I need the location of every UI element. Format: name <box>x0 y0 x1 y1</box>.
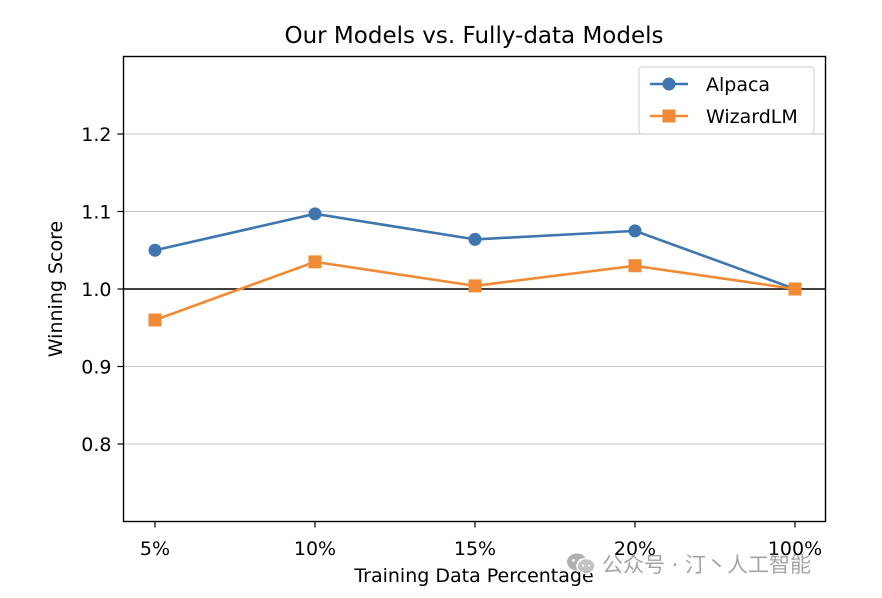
y-tick-label: 1.1 <box>81 202 111 224</box>
data-point-wizardlm <box>468 279 482 293</box>
data-point-wizardlm <box>308 255 322 269</box>
legend-label-wizardlm: WizardLM <box>706 106 798 128</box>
y-tick-label: 0.9 <box>81 357 111 379</box>
x-tick-label: 100% <box>768 538 822 560</box>
legend-marker-alpaca <box>662 77 676 91</box>
x-tick-label: 5% <box>140 538 170 560</box>
data-point-alpaca <box>628 224 642 238</box>
data-point-alpaca <box>308 207 322 221</box>
legend: Alpaca WizardLM <box>638 66 815 135</box>
x-tick-label: 10% <box>294 538 336 560</box>
legend-marker-wizardlm <box>662 109 676 123</box>
y-tick-label: 1.0 <box>81 279 111 301</box>
watermark-text: 公众号 · 汀丶人工智能 <box>602 553 812 577</box>
x-axis-ticks: 5% 10% 15% 20% 100% <box>140 521 822 560</box>
wechat-icon <box>566 552 596 576</box>
legend-label-alpaca: Alpaca <box>706 74 770 96</box>
x-tick-label: 15% <box>454 538 496 560</box>
y-tick-label: 1.2 <box>81 124 111 146</box>
data-point-wizardlm <box>148 313 162 327</box>
y-axis-ticks: 0.8 0.9 1.0 1.1 1.2 <box>81 124 124 456</box>
data-point-wizardlm <box>788 282 802 296</box>
series-group <box>148 207 802 327</box>
x-axis-label: Training Data Percentage <box>353 565 593 587</box>
watermark: 公众号 · 汀丶人工智能 <box>566 549 811 579</box>
series-line-alpaca <box>154 212 796 291</box>
x-tick-label: 20% <box>614 538 656 560</box>
chart-title: Our Models vs. Fully-data Models <box>284 23 663 49</box>
data-point-alpaca <box>468 232 482 246</box>
data-point-wizardlm <box>628 259 642 273</box>
y-tick-label: 0.8 <box>81 434 111 456</box>
y-axis-label: Winning Score <box>45 221 67 357</box>
data-point-alpaca <box>148 243 162 257</box>
